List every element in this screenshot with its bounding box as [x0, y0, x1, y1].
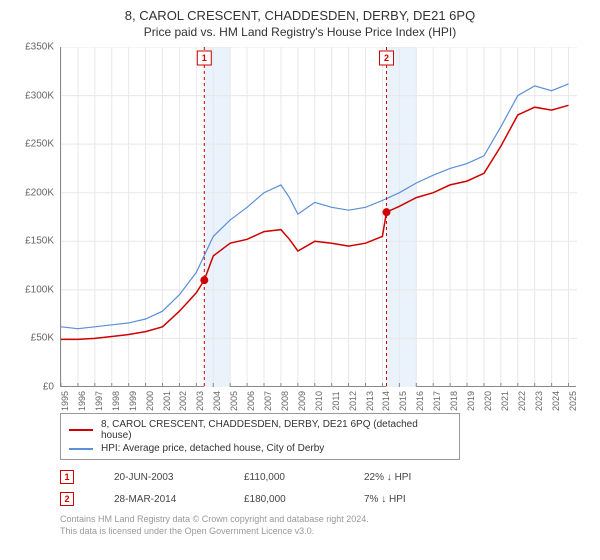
x-tick-label: 2013 [365, 391, 375, 411]
x-tick-label: 2024 [551, 391, 561, 411]
x-tick-label: 2018 [449, 391, 459, 411]
sale-price: £110,000 [244, 472, 324, 483]
x-tick-label: 2017 [432, 391, 442, 411]
x-tick-label: 2000 [145, 391, 155, 411]
footer: Contains HM Land Registry data © Crown c… [60, 514, 584, 537]
sales-table: 1 20-JUN-2003 £110,000 22% ↓ HPI 2 28-MAR-201… [60, 470, 584, 506]
y-tick-label: £50K [31, 333, 54, 344]
legend-swatch [69, 448, 93, 450]
plot-region: 12 [60, 47, 576, 387]
x-tick-label: 1997 [94, 391, 104, 411]
x-tick-label: 1995 [60, 391, 70, 411]
sale-marker-box: 1 [60, 470, 74, 484]
sale-marker-box: 2 [60, 492, 74, 506]
legend-row: 8, CAROL CRESCENT, CHADDESDEN, DERBY, DE… [69, 418, 451, 442]
x-tick-label: 2014 [381, 391, 391, 411]
footer-line2: This data is licensed under the Open Gov… [60, 526, 584, 538]
y-axis: £0£50K£100K£150K£200K£250K£300K£350K [16, 47, 60, 387]
sale-date: 28-MAR-2014 [114, 494, 204, 505]
y-tick-label: £300K [25, 90, 54, 101]
legend-label: HPI: Average price, detached house, City… [101, 443, 324, 454]
sale-price: £180,000 [244, 494, 324, 505]
chart-container: 8, CAROL CRESCENT, CHADDESDEN, DERBY, DE… [0, 0, 600, 560]
svg-text:1: 1 [202, 53, 207, 63]
x-tick-label: 2019 [466, 391, 476, 411]
x-tick-label: 2005 [229, 391, 239, 411]
sale-point-2 [383, 208, 391, 216]
x-tick-label: 2022 [517, 391, 527, 411]
chart-subtitle: Price paid vs. HM Land Registry's House … [16, 25, 584, 39]
sale-row: 1 20-JUN-2003 £110,000 22% ↓ HPI [60, 470, 584, 484]
sale-point-1 [200, 276, 208, 284]
x-tick-label: 2007 [263, 391, 273, 411]
x-tick-label: 2006 [246, 391, 256, 411]
y-tick-label: £250K [25, 139, 54, 150]
x-tick-label: 2020 [483, 391, 493, 411]
y-tick-label: £100K [25, 284, 54, 295]
chart-title: 8, CAROL CRESCENT, CHADDESDEN, DERBY, DE… [16, 8, 584, 23]
x-tick-label: 2016 [415, 391, 425, 411]
x-tick-label: 2008 [280, 391, 290, 411]
x-tick-label: 2003 [195, 391, 205, 411]
x-tick-label: 2011 [331, 391, 341, 410]
x-tick-label: 2012 [348, 391, 358, 411]
x-tick-label: 2015 [398, 391, 408, 411]
x-tick-label: 2004 [212, 391, 222, 411]
x-tick-label: 1998 [111, 391, 121, 411]
x-tick-label: 2021 [500, 391, 510, 411]
footer-line1: Contains HM Land Registry data © Crown c… [60, 514, 584, 526]
sale-diff: 22% ↓ HPI [364, 472, 411, 483]
x-tick-label: 2002 [178, 391, 188, 411]
sale-row: 2 28-MAR-2014 £180,000 7% ↓ HPI [60, 492, 584, 506]
svg-text:2: 2 [384, 53, 389, 63]
x-tick-label: 1999 [128, 391, 138, 411]
y-tick-label: £150K [25, 236, 54, 247]
legend: 8, CAROL CRESCENT, CHADDESDEN, DERBY, DE… [60, 413, 460, 460]
x-tick-label: 2025 [568, 391, 578, 411]
x-tick-label: 1996 [77, 391, 87, 411]
chart-area: £0£50K£100K£150K£200K£250K£300K£350K 12 … [16, 47, 576, 407]
y-tick-label: £0 [43, 382, 54, 393]
x-tick-label: 2009 [297, 391, 307, 411]
sale-diff: 7% ↓ HPI [364, 494, 406, 505]
sale-date: 20-JUN-2003 [114, 472, 204, 483]
y-tick-label: £350K [25, 42, 54, 53]
y-tick-label: £200K [25, 187, 54, 198]
x-tick-label: 2001 [162, 391, 172, 411]
x-tick-label: 2010 [314, 391, 324, 411]
legend-swatch [69, 429, 93, 431]
legend-row: HPI: Average price, detached house, City… [69, 442, 451, 455]
plot-svg: 12 [61, 47, 577, 387]
legend-label: 8, CAROL CRESCENT, CHADDESDEN, DERBY, DE… [101, 419, 451, 441]
x-tick-label: 2023 [534, 391, 544, 411]
x-axis: 1995199619971998199920002001200220032004… [60, 387, 576, 407]
